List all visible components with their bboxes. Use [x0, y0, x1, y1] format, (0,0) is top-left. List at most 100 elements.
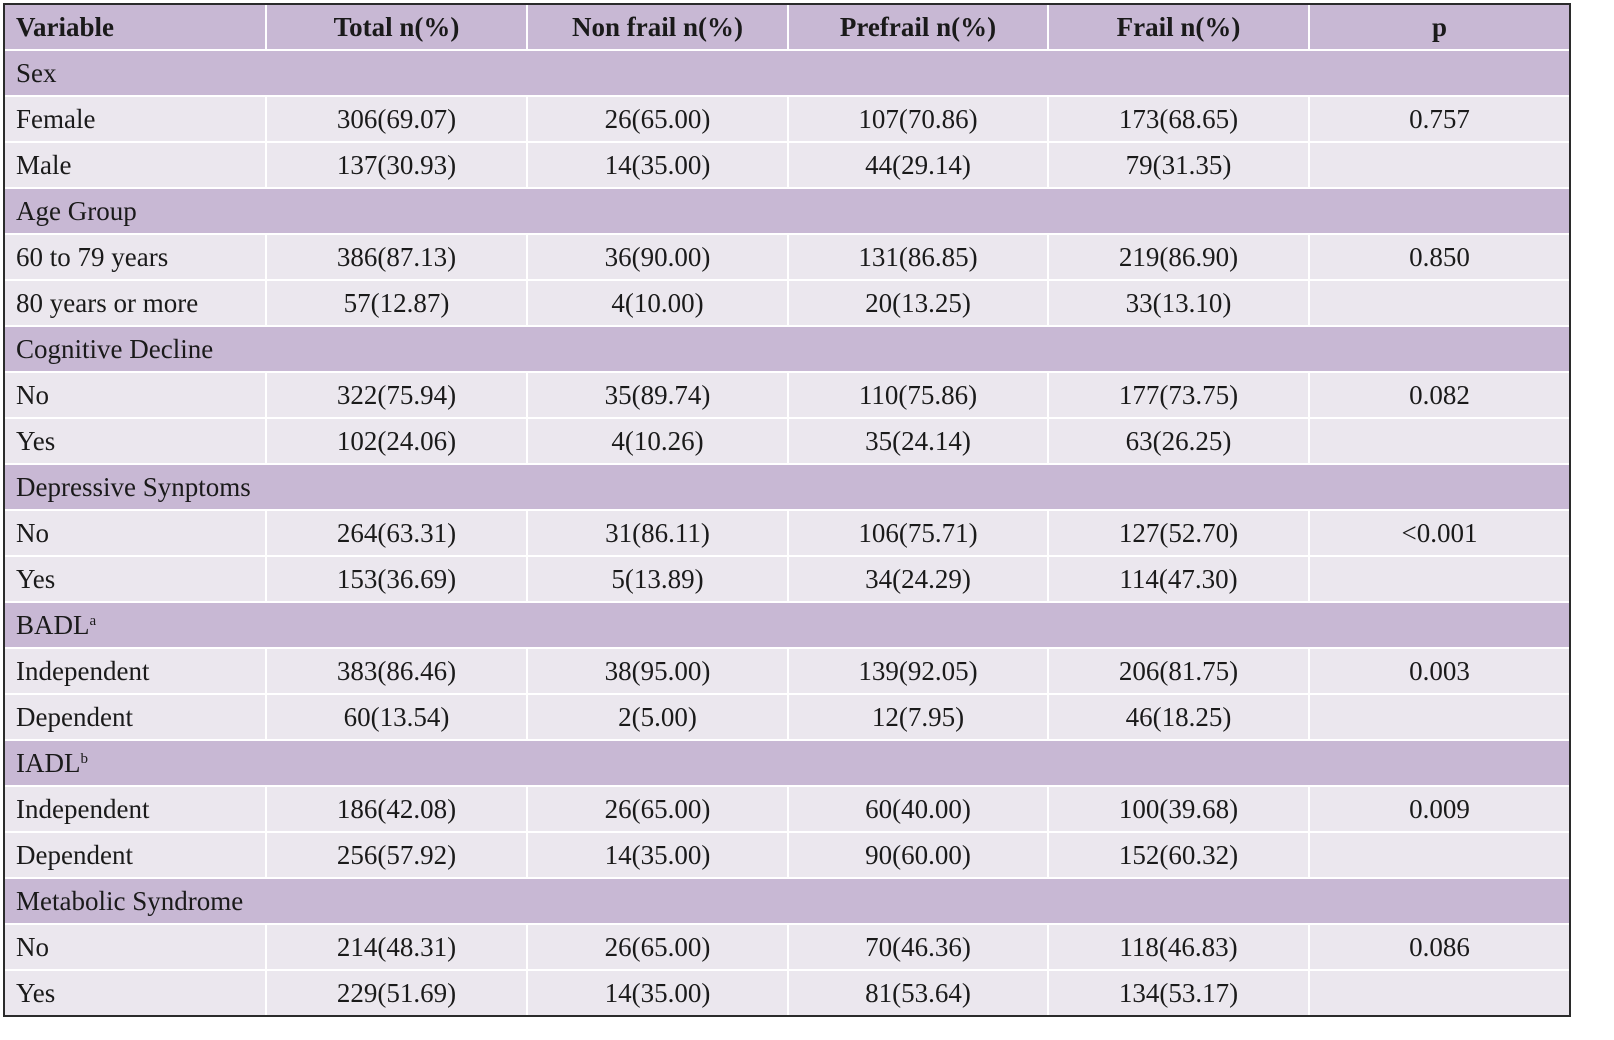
group-row-badl: BADLa — [5, 603, 1569, 649]
frail-cell: 206(81.75) — [1047, 649, 1308, 695]
group-row-depressive-symptoms: Depressive Synptoms — [5, 465, 1569, 511]
group-label-cell: Cognitive Decline — [5, 327, 1569, 373]
group-label: Age Group — [16, 196, 137, 226]
table-row: Dependent 256(57.92) 14(35.00) 90(60.00)… — [5, 833, 1569, 879]
table-row: Yes 153(36.69) 5(13.89) 34(24.29) 114(47… — [5, 557, 1569, 603]
table-row: No 322(75.94) 35(89.74) 110(75.86) 177(7… — [5, 373, 1569, 419]
non-frail-cell: 14(35.00) — [526, 833, 787, 879]
non-frail-cell: 26(65.00) — [526, 925, 787, 971]
total-cell: 386(87.13) — [265, 235, 526, 281]
p-value-cell: 0.082 — [1308, 373, 1569, 419]
non-frail-cell: 5(13.89) — [526, 557, 787, 603]
frail-cell: 33(13.10) — [1047, 281, 1308, 327]
header-total: Total n(%) — [265, 5, 526, 51]
p-value-cell: 0.009 — [1308, 787, 1569, 833]
prefrail-cell: 12(7.95) — [787, 695, 1047, 741]
group-row-metabolic-syndrome: Metabolic Syndrome — [5, 879, 1569, 925]
non-frail-cell: 31(86.11) — [526, 511, 787, 557]
header-p-value: p — [1308, 5, 1569, 51]
group-row-sex: Sex — [5, 51, 1569, 97]
frail-cell: 152(60.32) — [1047, 833, 1308, 879]
group-label-cell: BADLa — [5, 603, 1569, 649]
group-row-age-group: Age Group — [5, 189, 1569, 235]
p-value-cell: 0.086 — [1308, 925, 1569, 971]
p-value-cell — [1308, 833, 1569, 879]
p-value-cell — [1308, 557, 1569, 603]
non-frail-cell: 35(89.74) — [526, 373, 787, 419]
total-cell: 264(63.31) — [265, 511, 526, 557]
table-row: 60 to 79 years 386(87.13) 36(90.00) 131(… — [5, 235, 1569, 281]
variable-cell: Yes — [5, 557, 265, 603]
prefrail-cell: 81(53.64) — [787, 971, 1047, 1015]
group-label: Sex — [16, 58, 57, 88]
footnote-marker: b — [80, 751, 88, 767]
frailty-characteristics-table: Variable Total n(%) Non frail n(%) Prefr… — [3, 3, 1571, 1017]
non-frail-cell: 38(95.00) — [526, 649, 787, 695]
total-cell: 60(13.54) — [265, 695, 526, 741]
prefrail-cell: 70(46.36) — [787, 925, 1047, 971]
p-value-cell — [1308, 143, 1569, 189]
group-row-cognitive-decline: Cognitive Decline — [5, 327, 1569, 373]
header-prefrail: Prefrail n(%) — [787, 5, 1047, 51]
total-cell: 186(42.08) — [265, 787, 526, 833]
table-header-row: Variable Total n(%) Non frail n(%) Prefr… — [5, 5, 1569, 51]
total-cell: 383(86.46) — [265, 649, 526, 695]
total-cell: 137(30.93) — [265, 143, 526, 189]
frail-cell: 127(52.70) — [1047, 511, 1308, 557]
non-frail-cell: 26(65.00) — [526, 97, 787, 143]
frail-cell: 177(73.75) — [1047, 373, 1308, 419]
group-label-cell: Metabolic Syndrome — [5, 879, 1569, 925]
table-row: Yes 102(24.06) 4(10.26) 35(24.14) 63(26.… — [5, 419, 1569, 465]
table-row: No 264(63.31) 31(86.11) 106(75.71) 127(5… — [5, 511, 1569, 557]
p-value-cell: 0.850 — [1308, 235, 1569, 281]
variable-cell: Dependent — [5, 695, 265, 741]
group-row-iadl: IADLb — [5, 741, 1569, 787]
variable-cell: Dependent — [5, 833, 265, 879]
header-frail: Frail n(%) — [1047, 5, 1308, 51]
table-row: Independent 383(86.46) 38(95.00) 139(92.… — [5, 649, 1569, 695]
total-cell: 322(75.94) — [265, 373, 526, 419]
total-cell: 214(48.31) — [265, 925, 526, 971]
total-cell: 229(51.69) — [265, 971, 526, 1015]
prefrail-cell: 107(70.86) — [787, 97, 1047, 143]
total-cell: 256(57.92) — [265, 833, 526, 879]
p-value-cell — [1308, 419, 1569, 465]
variable-cell: Female — [5, 97, 265, 143]
frailty-table-container: Variable Total n(%) Non frail n(%) Prefr… — [3, 3, 1571, 1017]
frail-cell: 79(31.35) — [1047, 143, 1308, 189]
non-frail-cell: 2(5.00) — [526, 695, 787, 741]
group-label-cell: Depressive Synptoms — [5, 465, 1569, 511]
variable-cell: No — [5, 925, 265, 971]
non-frail-cell: 14(35.00) — [526, 971, 787, 1015]
variable-cell: 80 years or more — [5, 281, 265, 327]
footnote-marker: a — [89, 613, 97, 629]
variable-cell: Independent — [5, 649, 265, 695]
table-body: Sex Female 306(69.07) 26(65.00) 107(70.8… — [5, 51, 1569, 1015]
prefrail-cell: 20(13.25) — [787, 281, 1047, 327]
non-frail-cell: 36(90.00) — [526, 235, 787, 281]
prefrail-cell: 106(75.71) — [787, 511, 1047, 557]
frail-cell: 63(26.25) — [1047, 419, 1308, 465]
table-row: Independent 186(42.08) 26(65.00) 60(40.0… — [5, 787, 1569, 833]
frail-cell: 46(18.25) — [1047, 695, 1308, 741]
prefrail-cell: 60(40.00) — [787, 787, 1047, 833]
group-label: Depressive Synptoms — [16, 472, 251, 502]
non-frail-cell: 4(10.26) — [526, 419, 787, 465]
variable-cell: Independent — [5, 787, 265, 833]
variable-cell: Male — [5, 143, 265, 189]
header-variable: Variable — [5, 5, 265, 51]
p-value-cell — [1308, 971, 1569, 1015]
frail-cell: 219(86.90) — [1047, 235, 1308, 281]
variable-cell: No — [5, 373, 265, 419]
variable-cell: Yes — [5, 971, 265, 1015]
total-cell: 57(12.87) — [265, 281, 526, 327]
p-value-cell — [1308, 695, 1569, 741]
prefrail-cell: 90(60.00) — [787, 833, 1047, 879]
group-label: Metabolic Syndrome — [16, 886, 244, 916]
table-row: 80 years or more 57(12.87) 4(10.00) 20(1… — [5, 281, 1569, 327]
prefrail-cell: 35(24.14) — [787, 419, 1047, 465]
group-label: IADL — [16, 748, 81, 778]
frail-cell: 114(47.30) — [1047, 557, 1308, 603]
p-value-cell — [1308, 281, 1569, 327]
table-row: No 214(48.31) 26(65.00) 70(46.36) 118(46… — [5, 925, 1569, 971]
